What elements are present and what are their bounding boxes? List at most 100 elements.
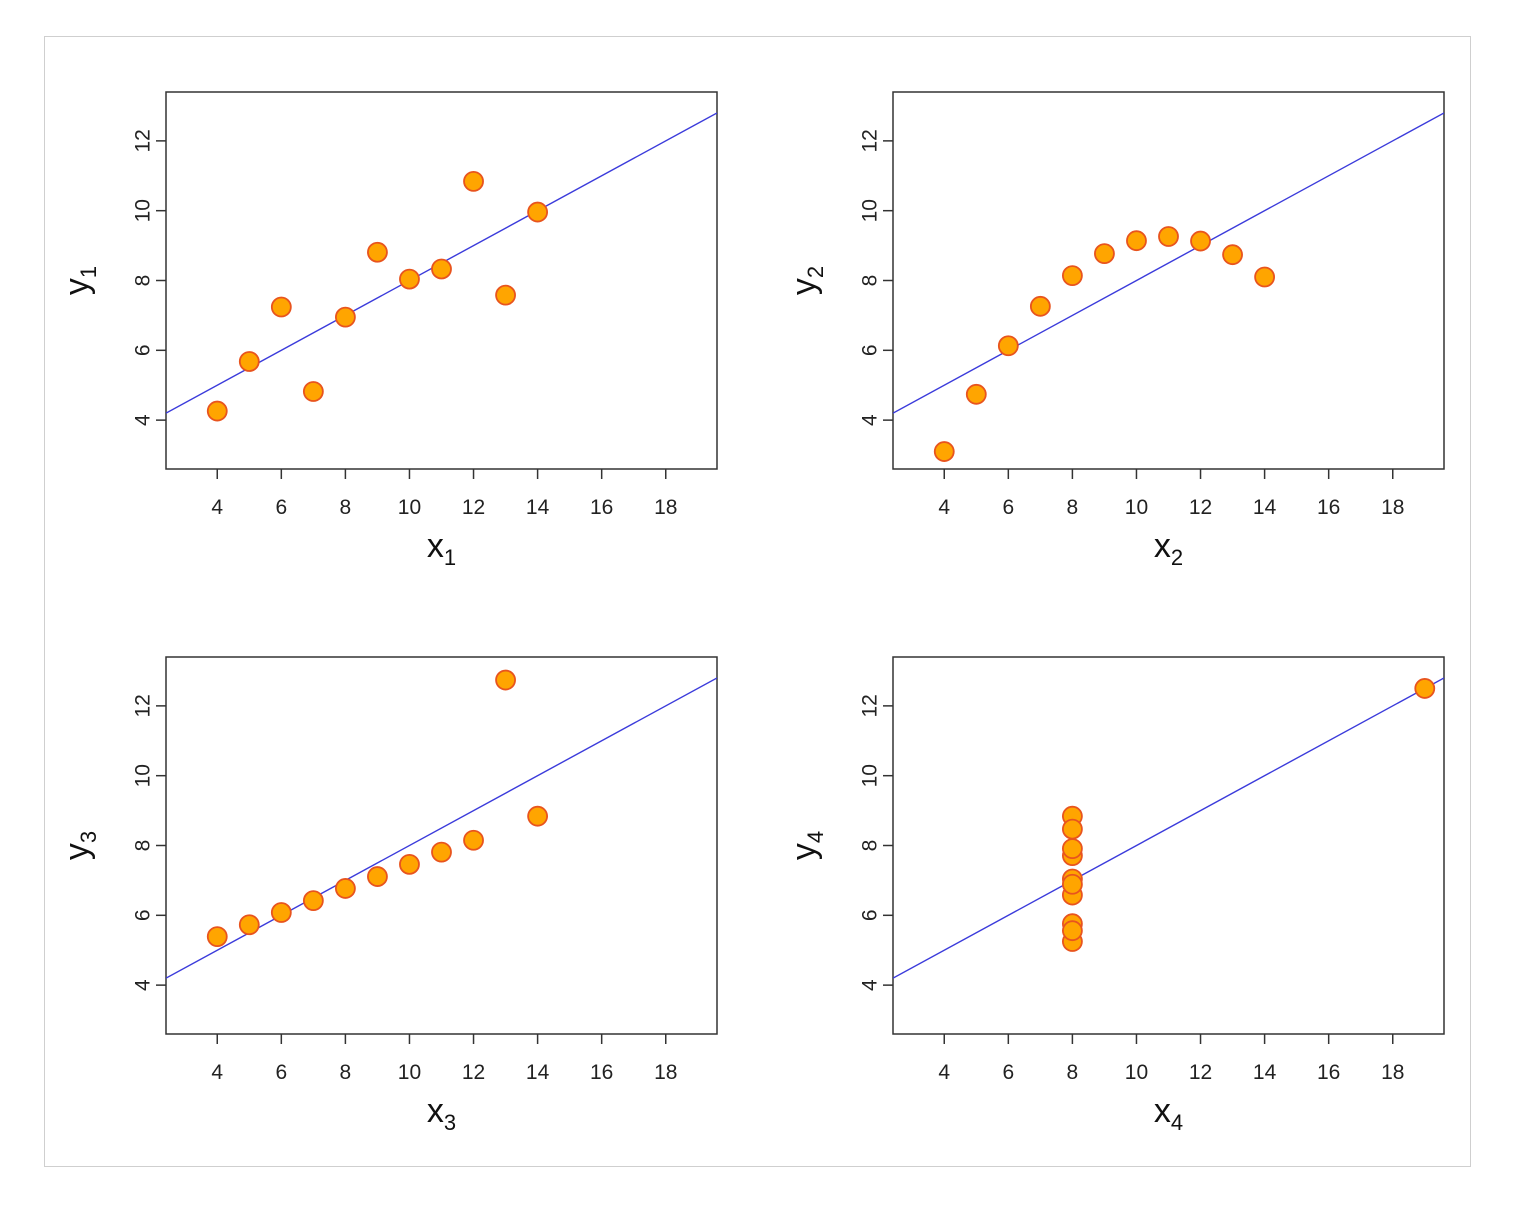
x-axis-letter-3: x [427,1092,444,1130]
y-axis-subscript-2: 2 [803,266,828,278]
y-tick-label-1: 8 [132,275,155,287]
data-point-1 [206,400,228,422]
data-point-2 [1029,295,1051,317]
plot-area-4 [892,656,1445,1035]
x-axis-letter-4: x [1154,1092,1171,1130]
data-point-3 [431,841,452,863]
fit-line-2 [893,112,1444,414]
y-axis-letter-2: y [785,278,823,295]
fit-line-4 [893,677,1444,979]
data-point-1 [431,258,452,280]
y-tick-label-3: 10 [132,764,155,787]
x-tick-label-3: 8 [340,1061,352,1084]
y-tick-label-2: 4 [859,414,882,426]
x-tick-label-4: 12 [1189,1061,1212,1084]
data-point-3 [206,926,228,948]
data-point-3 [270,902,292,923]
data-point-2 [1158,226,1179,247]
x-tick-label-2: 16 [1317,496,1340,519]
data-point-1 [463,170,484,192]
data-point-1 [302,381,324,402]
y-axis-title-2: y2 [785,266,828,295]
x-tick-label-4: 18 [1381,1061,1404,1084]
x-tick-label-1: 6 [275,496,287,519]
data-point-4 [1061,838,1083,860]
y-axis-letter-4: y [785,843,823,860]
y-axis-title-1: y1 [58,266,101,295]
y-axis-letter-1: y [58,278,96,295]
data-point-2 [965,383,987,405]
x-tick-label-2: 10 [1125,496,1148,519]
data-point-1 [399,268,420,290]
data-point-1 [367,241,388,263]
data-point-3 [367,866,388,887]
data-point-3 [495,669,516,691]
x-tick-label-2: 14 [1253,496,1277,519]
x-tick-label-4: 8 [1067,1061,1079,1084]
x-axis-subscript-1: 1 [444,545,456,570]
y-tick-label-3: 6 [132,909,155,921]
x-axis-letter-2: x [1154,527,1171,565]
figure-frame [44,36,1471,1167]
data-point-2 [933,441,955,462]
data-point-3 [334,878,356,899]
x-tick-label-1: 8 [340,496,352,519]
x-tick-label-3: 4 [211,1061,223,1084]
y-axis-title-4: y4 [785,831,828,860]
data-point-3 [463,829,484,851]
y-axis-title-3: y3 [58,831,101,860]
y-tick-label-2: 6 [859,344,882,356]
x-tick-label-1: 12 [462,496,485,519]
data-point-4 [1061,873,1083,895]
x-tick-label-3: 18 [654,1061,677,1084]
x-tick-label-1: 14 [526,496,550,519]
data-point-3 [399,853,420,875]
x-tick-label-3: 12 [462,1061,485,1084]
x-tick-label-3: 16 [590,1061,613,1084]
x-axis-letter-1: x [427,527,444,565]
x-axis-title-1: x1 [427,527,456,570]
data-point-2 [997,335,1019,357]
x-axis-title-4: x4 [1154,1092,1183,1135]
data-point-1 [270,296,292,318]
x-axis-title-2: x2 [1154,527,1183,570]
x-tick-label-3: 10 [398,1061,421,1084]
x-tick-label-4: 14 [1253,1061,1277,1084]
x-tick-label-2: 12 [1189,496,1212,519]
data-point-3 [302,890,324,912]
y-tick-label-1: 10 [132,199,155,222]
x-tick-label-2: 18 [1381,496,1404,519]
y-tick-label-3: 8 [132,840,155,852]
y-tick-label-2: 12 [859,129,882,152]
x-tick-label-1: 10 [398,496,421,519]
x-tick-label-1: 16 [590,496,613,519]
x-axis-subscript-4: 4 [1171,1110,1183,1135]
x-tick-label-3: 14 [526,1061,550,1084]
y-tick-label-2: 8 [859,275,882,287]
x-tick-label-2: 4 [938,496,950,519]
y-tick-label-1: 4 [132,414,155,426]
y-tick-label-4: 10 [859,764,882,787]
x-tick-label-1: 4 [211,496,223,519]
data-point-2 [1222,244,1243,266]
y-tick-label-3: 4 [132,979,155,991]
y-tick-label-4: 6 [859,909,882,921]
plot-area-1 [165,91,718,470]
data-point-1 [495,284,516,306]
data-point-4 [1061,920,1083,942]
data-point-4 [1061,818,1083,840]
y-tick-label-1: 12 [132,129,155,152]
data-point-1 [527,201,549,223]
y-tick-label-3: 12 [132,694,155,717]
x-tick-label-4: 10 [1125,1061,1148,1084]
data-point-2 [1126,230,1147,252]
x-axis-subscript-2: 2 [1171,545,1183,570]
y-tick-label-4: 12 [859,694,882,717]
y-tick-label-4: 4 [859,979,882,991]
y-axis-letter-3: y [58,843,96,860]
data-point-3 [527,805,549,827]
data-point-2 [1094,243,1115,265]
data-point-3 [238,914,260,936]
